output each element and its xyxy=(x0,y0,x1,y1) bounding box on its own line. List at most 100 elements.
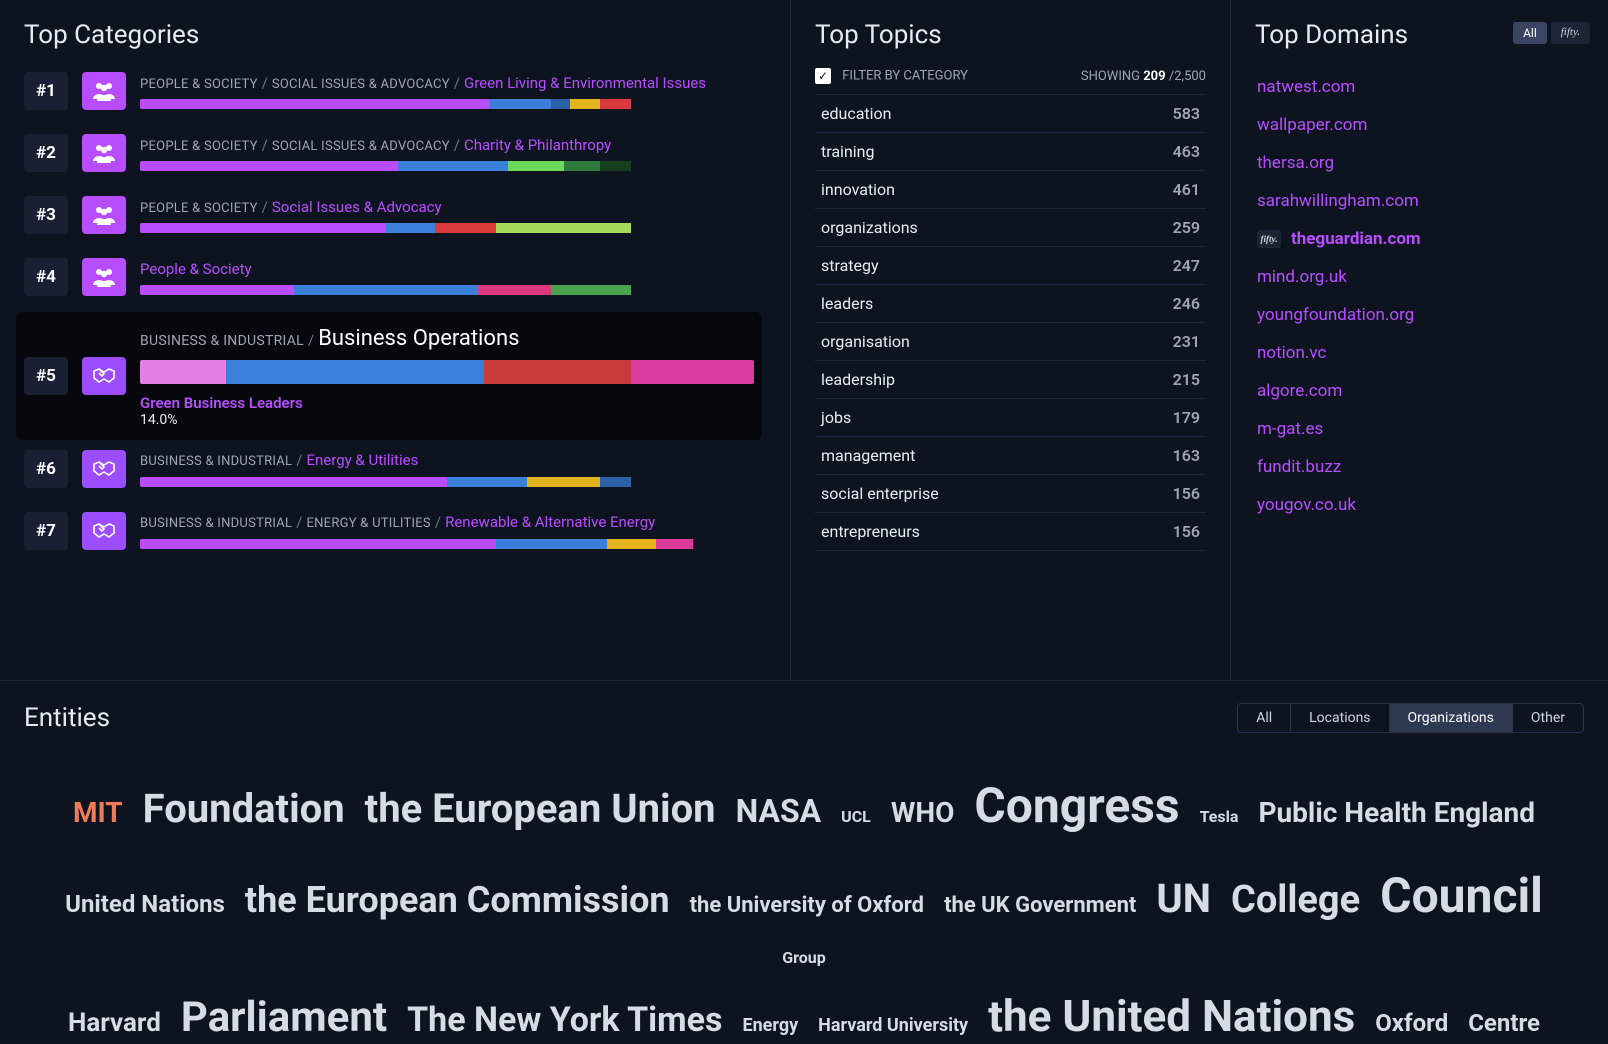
domain-row[interactable]: algore.com xyxy=(1255,372,1584,410)
topic-name: leadership xyxy=(821,370,895,389)
cloud-word[interactable]: Centre xyxy=(1468,1003,1540,1044)
category-path: BUSINESS & INDUSTRIAL/Business Operation… xyxy=(140,324,754,354)
domain-text: theguardian.com xyxy=(1291,229,1421,249)
cloud-word[interactable]: Energy xyxy=(742,1011,798,1042)
topic-row[interactable]: innovation461 xyxy=(815,171,1206,209)
cloud-word[interactable]: Harvard University xyxy=(818,1011,968,1042)
cloud-word[interactable]: UN xyxy=(1156,865,1211,933)
domains-tab[interactable]: All xyxy=(1513,22,1547,44)
domains-tab[interactable]: fifty. xyxy=(1551,22,1590,44)
rank-badge: #1 xyxy=(24,72,68,110)
domain-text: fundit.buzz xyxy=(1257,457,1341,477)
handshake-icon xyxy=(82,512,126,550)
domain-row[interactable]: fifty. theguardian.com xyxy=(1255,220,1584,258)
cloud-word[interactable]: MIT xyxy=(73,789,123,837)
topic-row[interactable]: social enterprise 156 xyxy=(815,475,1206,513)
topic-row[interactable]: jobs179 xyxy=(815,399,1206,437)
cloud-word[interactable]: NASA xyxy=(736,784,822,838)
domain-row[interactable]: yougov.co.uk xyxy=(1255,486,1584,524)
selected-segment-label: Green Business Leaders xyxy=(140,394,754,412)
cloud-word[interactable]: United Nations xyxy=(65,884,225,925)
domain-text: yougov.co.uk xyxy=(1257,495,1356,515)
entities-tab[interactable]: Locations xyxy=(1291,704,1389,732)
topic-count: 583 xyxy=(1173,104,1200,123)
rank-badge: #2 xyxy=(24,134,68,172)
domain-row[interactable]: fundit.buzz xyxy=(1255,448,1584,486)
topic-name: jobs xyxy=(821,408,851,427)
category-path: BUSINESS & INDUSTRIAL/Energy & Utilities xyxy=(140,450,754,471)
cloud-word[interactable]: the UK Government xyxy=(944,887,1136,924)
cloud-word[interactable]: The New York Times xyxy=(407,992,722,1044)
topics-list[interactable]: education583training463innovation461orga… xyxy=(815,94,1206,551)
domain-row[interactable]: m-gat.es xyxy=(1255,410,1584,448)
cloud-word[interactable]: Harvard xyxy=(68,1001,161,1044)
cloud-word[interactable]: Tesla xyxy=(1200,803,1239,830)
rank-badge: #3 xyxy=(24,196,68,234)
domain-row[interactable]: mind.org.uk xyxy=(1255,258,1584,296)
topic-row[interactable]: organizations259 xyxy=(815,209,1206,247)
category-row[interactable]: #6BUSINESS & INDUSTRIAL/Energy & Utiliti… xyxy=(16,442,762,502)
domain-row[interactable]: natwest.com xyxy=(1255,68,1584,106)
topic-row[interactable]: entrepreneurs156 xyxy=(815,513,1206,551)
category-row[interactable]: #7BUSINESS & INDUSTRIAL/ENERGY & UTILITI… xyxy=(16,504,762,564)
rank-badge: #5 xyxy=(24,357,68,395)
category-row[interactable]: #2PEOPLE & SOCIETY/SOCIAL ISSUES & ADVOC… xyxy=(16,126,762,186)
categories-scroll[interactable]: #1PEOPLE & SOCIETY/SOCIAL ISSUES & ADVOC… xyxy=(16,64,768,680)
entities-tab[interactable]: Organizations xyxy=(1390,704,1513,732)
entities-tab[interactable]: Other xyxy=(1513,704,1583,732)
cloud-word[interactable]: UCL xyxy=(841,803,871,830)
domain-text: sarahwillingham.com xyxy=(1257,191,1419,211)
topic-row[interactable]: leaders246 xyxy=(815,285,1206,323)
cloud-word[interactable]: College xyxy=(1231,868,1360,933)
cloud-word[interactable]: Oxford xyxy=(1375,1003,1448,1044)
domain-fifty-icon: fifty. xyxy=(1257,230,1281,248)
entities-tab[interactable]: All xyxy=(1238,704,1291,732)
cloud-word[interactable]: Public Health England xyxy=(1258,789,1535,837)
category-row[interactable]: #1PEOPLE & SOCIETY/SOCIAL ISSUES & ADVOC… xyxy=(16,64,762,124)
cloud-word[interactable]: the European Union xyxy=(365,775,716,843)
cloud-word[interactable]: Parliament xyxy=(181,982,387,1044)
topic-row[interactable]: leadership215 xyxy=(815,361,1206,399)
topic-count: 156 xyxy=(1173,522,1200,541)
people-icon xyxy=(82,72,126,110)
topic-name: social enterprise xyxy=(821,484,939,503)
cloud-word[interactable]: the European Commission xyxy=(245,870,670,931)
cloud-word[interactable]: Council xyxy=(1380,855,1543,937)
cloud-word[interactable]: the University of Oxford xyxy=(690,887,924,924)
cloud-word[interactable]: the United Nations xyxy=(988,979,1355,1044)
category-row[interactable]: #5 BUSINESS & INDUSTRIAL/Business Operati… xyxy=(16,312,762,440)
topic-row[interactable]: organisation231 xyxy=(815,323,1206,361)
topic-row[interactable]: management163 xyxy=(815,437,1206,475)
filter-label: FILTER BY CATEGORY xyxy=(842,68,968,83)
cloud-word[interactable]: Foundation xyxy=(143,775,345,843)
topic-count: 156 xyxy=(1173,484,1200,503)
category-bar xyxy=(140,99,754,109)
rank-badge: #7 xyxy=(24,512,68,550)
handshake-icon xyxy=(82,450,126,488)
entities-tabs: AllLocationsOrganizationsOther xyxy=(1237,703,1584,733)
category-row[interactable]: #3PEOPLE & SOCIETY/Social Issues & Advoc… xyxy=(16,188,762,248)
cloud-word[interactable]: WHO xyxy=(891,789,955,837)
filter-by-category-checkbox[interactable]: ✓ xyxy=(815,68,831,84)
domain-row[interactable]: sarahwillingham.com xyxy=(1255,182,1584,220)
domain-row[interactable]: wallpaper.com xyxy=(1255,106,1584,144)
cloud-word[interactable]: Congress xyxy=(974,765,1179,847)
topic-count: 246 xyxy=(1173,294,1200,313)
cloud-word[interactable]: Group xyxy=(782,944,826,971)
topic-row[interactable]: strategy247 xyxy=(815,247,1206,285)
domain-text: thersa.org xyxy=(1257,153,1334,173)
handshake-icon xyxy=(82,357,126,395)
topic-name: organisation xyxy=(821,332,910,351)
entities-cloud: MIT Foundation the European Union NASA UCL WH… xyxy=(24,761,1584,1044)
domain-row[interactable]: notion.vc xyxy=(1255,334,1584,372)
category-path: People & Society xyxy=(140,259,754,279)
topic-row[interactable]: education583 xyxy=(815,94,1206,133)
category-bar xyxy=(140,360,754,384)
category-bar xyxy=(140,161,754,171)
categories-title: Top Categories xyxy=(24,20,766,50)
topic-row[interactable]: training463 xyxy=(815,133,1206,171)
showing-total: /2,500 xyxy=(1169,69,1206,84)
domain-row[interactable]: youngfoundation.org xyxy=(1255,296,1584,334)
domain-row[interactable]: thersa.org xyxy=(1255,144,1584,182)
category-row[interactable]: #4People & Society xyxy=(16,250,762,310)
